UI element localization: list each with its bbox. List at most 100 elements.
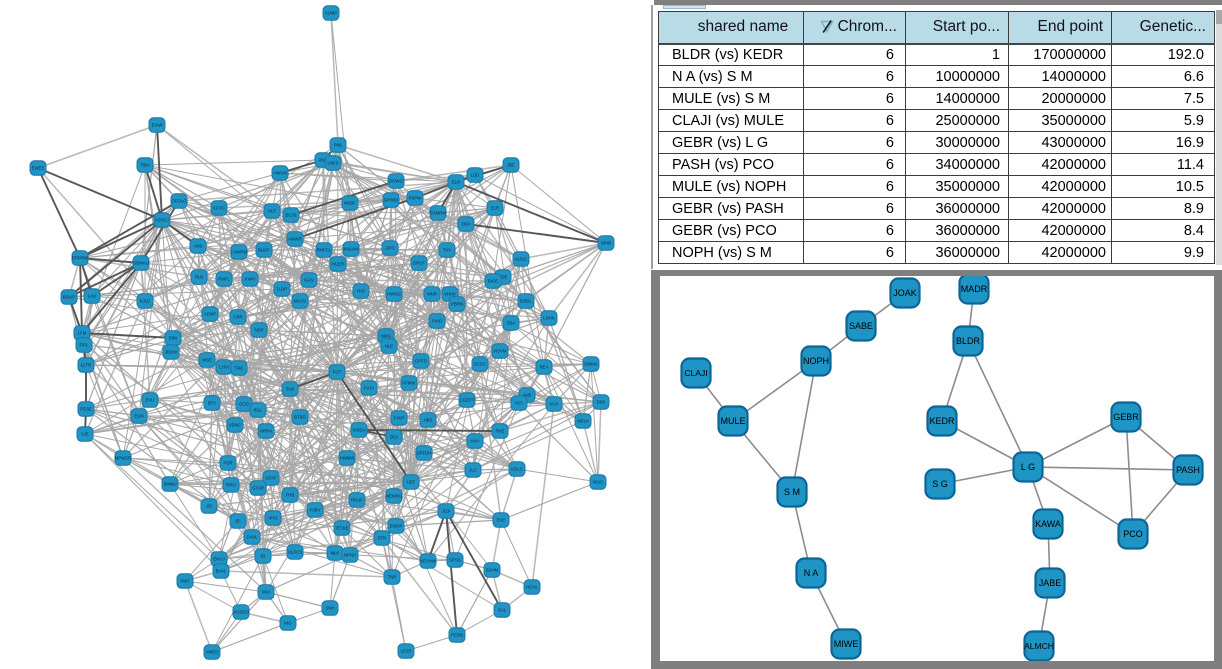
svg-text:BJDIL: BJDIL — [520, 299, 532, 304]
svg-text:HCHL: HCHL — [526, 585, 538, 590]
svg-text:JINR: JINR — [318, 158, 328, 163]
svg-text:IEI: IEI — [235, 519, 240, 524]
svg-text:ELR: ELR — [491, 206, 499, 211]
svg-text:PML: PML — [334, 143, 343, 148]
svg-text:TIBV: TIBV — [140, 163, 150, 168]
svg-text:JIS: JIS — [206, 504, 212, 509]
svg-text:ISLL: ISLL — [254, 408, 263, 413]
svg-text:IECKE: IECKE — [336, 526, 349, 531]
svg-text:LAU: LAU — [88, 294, 96, 299]
svg-text:RKUF: RKUF — [351, 498, 363, 503]
svg-text:VHG: VHG — [268, 516, 278, 521]
svg-text:PSPW: PSPW — [409, 196, 423, 201]
svg-text:LEJO: LEJO — [401, 649, 412, 654]
svg-text:KWH: KWH — [245, 277, 255, 282]
svg-text:UEF: UEF — [407, 480, 416, 485]
svg-text:SNH: SNH — [325, 606, 334, 611]
svg-text:LHVI: LHVI — [219, 365, 229, 370]
svg-text:LFM: LFM — [78, 331, 87, 336]
svg-text:MVI: MVI — [262, 590, 270, 595]
svg-text:EVE: EVE — [497, 518, 506, 523]
svg-text:PCO: PCO — [1123, 529, 1143, 539]
svg-text:JOAK: JOAK — [893, 288, 917, 298]
svg-text:EVU: EVU — [146, 398, 155, 403]
svg-text:DPFDH: DPFDH — [417, 451, 432, 456]
svg-text:HWUN: HWUN — [273, 171, 286, 176]
svg-text:S G: S G — [932, 479, 948, 489]
svg-text:GAL: GAL — [498, 608, 507, 613]
svg-text:KAWA: KAWA — [1035, 519, 1061, 529]
svg-text:HOVM: HOVM — [494, 349, 507, 354]
svg-text:VMEO: VMEO — [206, 650, 219, 655]
svg-text:EKMRM: EKMRM — [430, 211, 446, 216]
svg-text:DJJP: DJJP — [277, 287, 287, 292]
svg-text:ENUJ: ENUJ — [213, 557, 224, 562]
svg-text:EMOP: EMOP — [390, 524, 403, 529]
svg-text:TMC: TMC — [234, 366, 243, 371]
svg-text:JLC: JLC — [469, 468, 477, 473]
svg-text:ANWR: ANWR — [288, 237, 301, 242]
svg-text:PIUD: PIUD — [432, 319, 442, 324]
svg-text:NDP: NDP — [254, 328, 263, 333]
svg-text:WSE: WSE — [202, 358, 212, 363]
svg-text:NKBF: NKBF — [344, 201, 356, 206]
svg-text:SABE: SABE — [849, 321, 873, 331]
svg-text:SMMU: SMMU — [163, 482, 176, 487]
svg-text:HCF: HCF — [268, 209, 277, 214]
svg-text:MELV: MELV — [577, 419, 589, 424]
svg-text:BUOF: BUOF — [258, 248, 270, 253]
svg-text:WLIC: WLIC — [593, 480, 604, 485]
svg-text:JABE: JABE — [1039, 578, 1062, 588]
svg-text:KDLC: KDLC — [511, 467, 522, 472]
svg-text:FIPL: FIPL — [79, 343, 89, 348]
svg-text:TNR: TNR — [388, 575, 397, 580]
svg-text:DTN: DTN — [378, 536, 387, 541]
svg-text:RHFCL: RHFCL — [317, 248, 332, 253]
svg-text:MIWE: MIWE — [834, 639, 859, 649]
svg-text:MADR: MADR — [961, 284, 988, 294]
svg-text:SDMAU: SDMAU — [133, 261, 149, 266]
svg-text:KEVHM: KEVHM — [420, 559, 436, 564]
svg-text:DSK: DSK — [597, 400, 606, 405]
svg-text:PASH: PASH — [1176, 465, 1200, 475]
svg-text:BOUP: BOUP — [63, 295, 75, 300]
svg-text:MNR: MNR — [427, 292, 437, 297]
svg-text:UIE: UIE — [81, 432, 88, 437]
svg-text:ADNP: ADNP — [204, 312, 216, 317]
svg-text:RNE: RNE — [495, 429, 504, 434]
svg-text:NOPH: NOPH — [803, 356, 829, 366]
svg-text:JBE: JBE — [507, 163, 515, 168]
svg-text:GEBR: GEBR — [1113, 412, 1139, 422]
svg-text:JJPC: JJPC — [385, 246, 395, 251]
svg-text:GTAR: GTAR — [252, 486, 264, 491]
svg-text:PBRN: PBRN — [451, 302, 463, 307]
svg-text:IGAV: IGAV — [304, 278, 314, 283]
svg-text:HBS: HBS — [424, 418, 433, 423]
svg-text:RLB: RLB — [195, 275, 203, 280]
svg-text:VUA: VUA — [550, 402, 559, 407]
svg-text:BTV: BTV — [208, 401, 216, 406]
svg-text:KJLD: KJLD — [140, 299, 151, 304]
svg-text:HJBV: HJBV — [310, 508, 321, 513]
svg-text:NRRA: NRRA — [260, 429, 272, 434]
svg-text:ALMCH: ALMCH — [1024, 641, 1054, 651]
svg-text:EPPRW: EPPRW — [72, 256, 89, 261]
svg-text:CGEPT: CGEPT — [460, 398, 475, 403]
svg-text:FBA: FBA — [507, 321, 515, 326]
svg-text:MULE: MULE — [720, 416, 745, 426]
svg-text:EGN: EGN — [134, 414, 143, 419]
svg-text:EWI: EWI — [169, 336, 177, 341]
svg-text:EIAW: EIAW — [152, 123, 164, 128]
svg-text:MPWSR: MPWSR — [115, 456, 131, 461]
svg-text:HAH: HAH — [470, 439, 479, 444]
svg-text:GPWID: GPWID — [384, 198, 399, 203]
svg-text:SUK: SUK — [286, 387, 295, 392]
svg-text:JDDW: JDDW — [165, 350, 178, 355]
svg-text:GFAF: GFAF — [265, 476, 277, 481]
svg-text:EWEE: EWEE — [32, 166, 45, 171]
svg-text:HDE: HDE — [498, 275, 507, 280]
svg-text:HJVCJ: HJVCJ — [155, 218, 168, 223]
svg-text:LNFS: LNFS — [328, 161, 339, 166]
svg-text:FFMW: FFMW — [403, 381, 417, 386]
svg-text:KNUAN: KNUAN — [343, 247, 358, 252]
